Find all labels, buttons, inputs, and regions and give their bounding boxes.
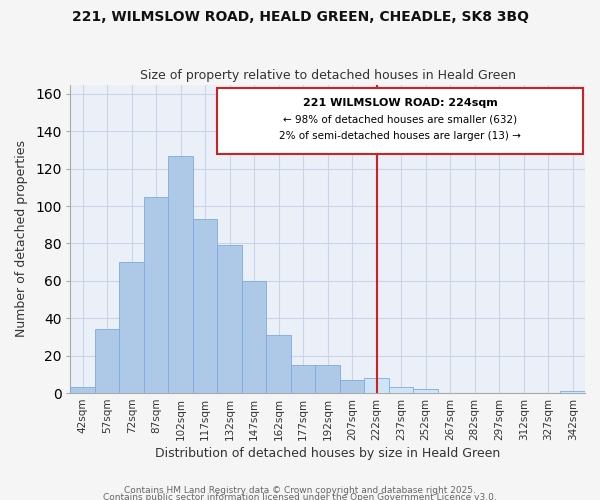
Bar [389, 388, 413, 393]
Bar [119, 262, 144, 393]
FancyBboxPatch shape [217, 88, 583, 154]
Bar [266, 335, 291, 393]
Y-axis label: Number of detached properties: Number of detached properties [15, 140, 28, 338]
Bar [413, 390, 438, 393]
Bar [95, 330, 119, 393]
Text: 221, WILMSLOW ROAD, HEALD GREEN, CHEADLE, SK8 3BQ: 221, WILMSLOW ROAD, HEALD GREEN, CHEADLE… [71, 10, 529, 24]
Text: ← 98% of detached houses are smaller (632): ← 98% of detached houses are smaller (63… [283, 114, 517, 124]
Text: 2% of semi-detached houses are larger (13) →: 2% of semi-detached houses are larger (1… [279, 132, 521, 141]
Bar [144, 196, 169, 393]
Bar [242, 281, 266, 393]
X-axis label: Distribution of detached houses by size in Heald Green: Distribution of detached houses by size … [155, 447, 500, 460]
Bar [291, 365, 316, 393]
Bar [169, 156, 193, 393]
Bar [560, 391, 585, 393]
Bar [316, 365, 340, 393]
Bar [364, 378, 389, 393]
Bar [340, 380, 364, 393]
Bar [193, 219, 217, 393]
Text: Contains public sector information licensed under the Open Government Licence v3: Contains public sector information licen… [103, 494, 497, 500]
Bar [70, 388, 95, 393]
Bar [217, 246, 242, 393]
Text: 221 WILMSLOW ROAD: 224sqm: 221 WILMSLOW ROAD: 224sqm [302, 98, 497, 108]
Text: Contains HM Land Registry data © Crown copyright and database right 2025.: Contains HM Land Registry data © Crown c… [124, 486, 476, 495]
Title: Size of property relative to detached houses in Heald Green: Size of property relative to detached ho… [140, 69, 516, 82]
